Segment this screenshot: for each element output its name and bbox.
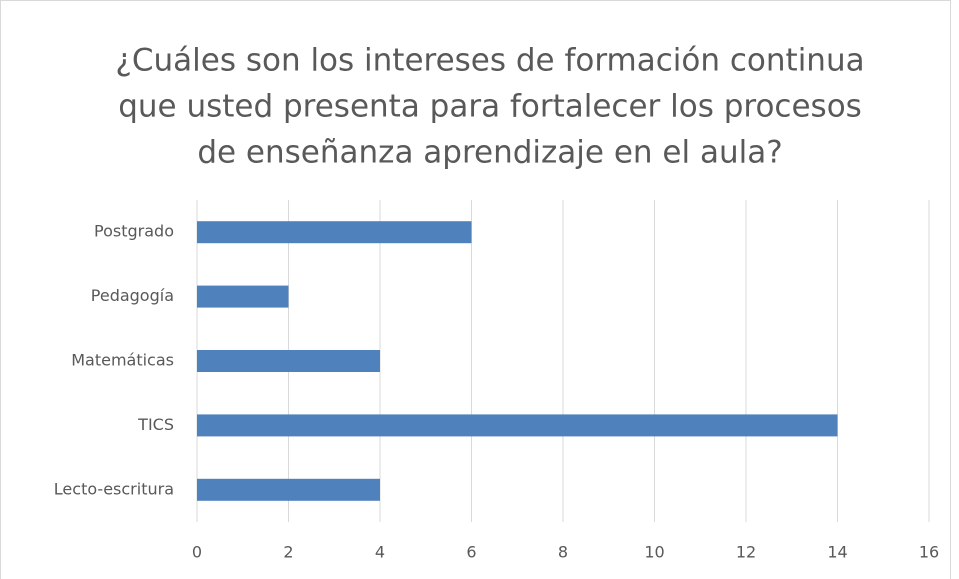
x-tick-label: 6 (466, 543, 476, 562)
bar (197, 221, 472, 244)
y-tick-label: TICS (137, 415, 174, 434)
chart-title: ¿Cuáles son los intereses de formación c… (115, 43, 864, 79)
x-tick-label: 0 (192, 543, 202, 562)
x-tick-label: 10 (644, 543, 664, 562)
x-tick-label: 2 (283, 543, 293, 562)
y-tick-label: Matemáticas (71, 351, 174, 370)
x-tick-label: 4 (375, 543, 385, 562)
y-tick-label: Pedagogía (91, 286, 174, 305)
chart-title: de enseñanza aprendizaje en el aula? (197, 135, 782, 171)
y-tick-label: Postgrado (94, 222, 174, 241)
x-tick-label: 8 (558, 543, 568, 562)
y-tick-label: Lecto-escritura (54, 479, 174, 498)
bar (197, 350, 380, 372)
bar (197, 285, 289, 308)
x-tick-label: 12 (736, 543, 756, 562)
x-tick-label: 14 (827, 543, 847, 562)
bar (197, 414, 838, 437)
x-tick-label: 16 (919, 543, 939, 562)
bar (197, 478, 380, 501)
chart-title: que usted presenta para fortalecer los p… (118, 89, 862, 125)
